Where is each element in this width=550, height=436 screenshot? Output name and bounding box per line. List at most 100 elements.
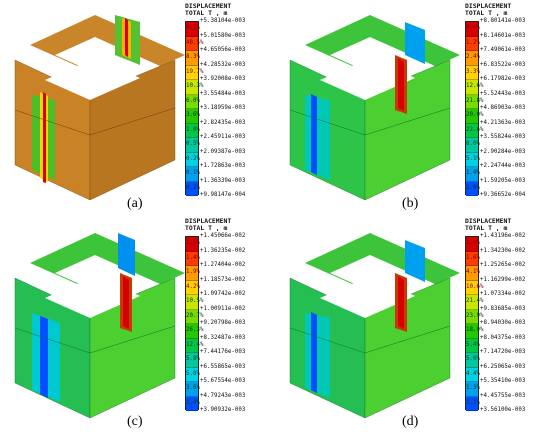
legend-swatch (466, 51, 478, 66)
legend-swatch (466, 396, 478, 411)
legend-swatch (466, 266, 478, 281)
legend-percent: 1.4% (186, 399, 200, 406)
legend-value: +5.52443e-003 (480, 90, 526, 97)
legend-swatch (186, 237, 198, 252)
legend-percent: 0.2% (186, 184, 200, 191)
legend-swatch (466, 353, 478, 368)
legend-percent: 1.3% (466, 385, 480, 392)
legend-value: +1.07334e-002 (480, 291, 526, 297)
legend-percent: 8.3% (186, 54, 200, 61)
legend-value: +6.55865e-003 (200, 363, 246, 370)
model-render-b (289, 15, 460, 201)
legend-value: +7.44176e-003 (200, 349, 246, 355)
legend-swatch (186, 367, 198, 382)
legend-title-d: DISPLACEMENT (465, 217, 512, 225)
legend-swatch (186, 396, 198, 411)
legend-title-a: DISPLACEMENT (185, 2, 232, 10)
legend-percent: 6.0% (186, 97, 200, 104)
legend-value: +8.14601e-003 (480, 32, 526, 39)
legend-swatch (186, 94, 198, 109)
legend-swatch (466, 36, 478, 51)
legend-value: +3.18959e-003 (200, 105, 246, 111)
legend-swatch (186, 353, 198, 368)
legend-percent: 1.0% (466, 184, 480, 191)
legend-swatch (466, 181, 478, 196)
legend-value: +8.04375e-003 (480, 334, 526, 341)
legend-swatch (186, 167, 198, 182)
legend-swatch (186, 181, 198, 196)
legend-percent: 4.4% (466, 370, 480, 377)
legend-title-c: DISPLACEMENT (185, 217, 232, 225)
legend-swatch (466, 94, 478, 109)
legend-swatch (466, 367, 478, 382)
legend-swatch (186, 138, 198, 153)
legend-value: +9.20798e-003 (200, 320, 246, 326)
legend-percent: 19.7% (186, 68, 204, 75)
legend-value: +1.34230e-002 (480, 247, 526, 254)
legend-swatch (466, 123, 478, 138)
legend-percent: 0.5% (186, 141, 200, 148)
legend-value: +4.86903e-003 (480, 105, 526, 111)
legend-value: +4.21363e-003 (480, 119, 526, 126)
legend-value: +6.83522e-003 (480, 61, 526, 68)
legend-swatch (466, 167, 478, 182)
legend-percent: 1.0% (466, 240, 480, 247)
legend-value: +3.92008e-003 (200, 76, 246, 82)
legend-value: +2.90284e-003 (480, 148, 526, 155)
legend-swatch (186, 152, 198, 167)
legend-value: +2.09387e-003 (200, 148, 246, 155)
legend-value: +5.67554e-003 (200, 378, 246, 384)
legend-percent: 1.1% (466, 399, 480, 406)
legend-percent: 1.6% (466, 254, 480, 261)
legend-subtitle-d: TOTAL T , m (465, 224, 508, 232)
legend-swatch (186, 65, 198, 80)
legend-value: +9.98147e-004 (200, 192, 246, 198)
model-render-d (289, 233, 460, 419)
legend-swatch (466, 280, 478, 295)
caption-b: (b) (402, 196, 419, 211)
legend-percent: 1.9% (186, 269, 200, 276)
legend-percent: 3.6% (186, 112, 200, 119)
legend-swatch (466, 338, 478, 353)
legend-value: +9.83685e-003 (480, 305, 526, 312)
panel-a: DISPLACEMENT TOTAL T , m 0.1% 48.5% 8.3% 19… (0, 0, 275, 218)
legend-value: +3.55484e-003 (200, 90, 246, 97)
legend-value: +2.24744e-003 (480, 163, 526, 169)
legend-percent: 4.2% (186, 283, 200, 290)
legend-percent: 5.8% (186, 370, 200, 377)
legend-swatch (466, 309, 478, 324)
legend-value: +4.45755e-003 (480, 392, 526, 399)
legend-swatch (186, 80, 198, 95)
legend-percent: 18.9% (466, 327, 484, 334)
legend-colorbar-d (465, 236, 479, 411)
legend-value: +5.35410e-003 (480, 378, 526, 384)
model-render-c (14, 233, 185, 419)
legend-value: +8.32487e-003 (200, 334, 246, 341)
panel-b: DISPLACEMENT TOTAL T , m 0.6% 1.2% 2.4% 3.3… (275, 0, 550, 218)
legend-swatch (186, 295, 198, 310)
legend-value: +1.27404e-002 (200, 262, 246, 268)
legend-value: +4.65056e-003 (200, 47, 246, 53)
legend-swatch (466, 295, 478, 310)
legend-swatch (466, 109, 478, 124)
legend-value: +4.28532e-003 (200, 61, 246, 68)
legend-swatch (186, 382, 198, 397)
legend-value: +1.25265e-002 (480, 262, 526, 268)
legend-percent: 21.8% (466, 97, 484, 104)
legend-swatch (466, 152, 478, 167)
legend-value: +5.38104e-003 (200, 18, 246, 24)
legend-swatch (186, 51, 198, 66)
legend-percent: 20.0% (466, 112, 484, 119)
legend-value: +1.36235e-002 (200, 247, 246, 254)
legend-swatch (186, 338, 198, 353)
legend-value: +1.43196e-002 (480, 233, 526, 239)
legend-percent: 22.6% (466, 126, 484, 133)
legend-percent: 0.1% (186, 25, 200, 32)
legend-percent: 12.4% (186, 341, 204, 348)
legend-value: +3.56100e-003 (480, 407, 526, 413)
legend-swatch (186, 22, 198, 37)
legend-swatch (186, 280, 198, 295)
legend-percent: 21.4% (466, 298, 484, 305)
caption-a: (a) (127, 196, 143, 211)
legend-percent: 0.1% (186, 170, 200, 177)
